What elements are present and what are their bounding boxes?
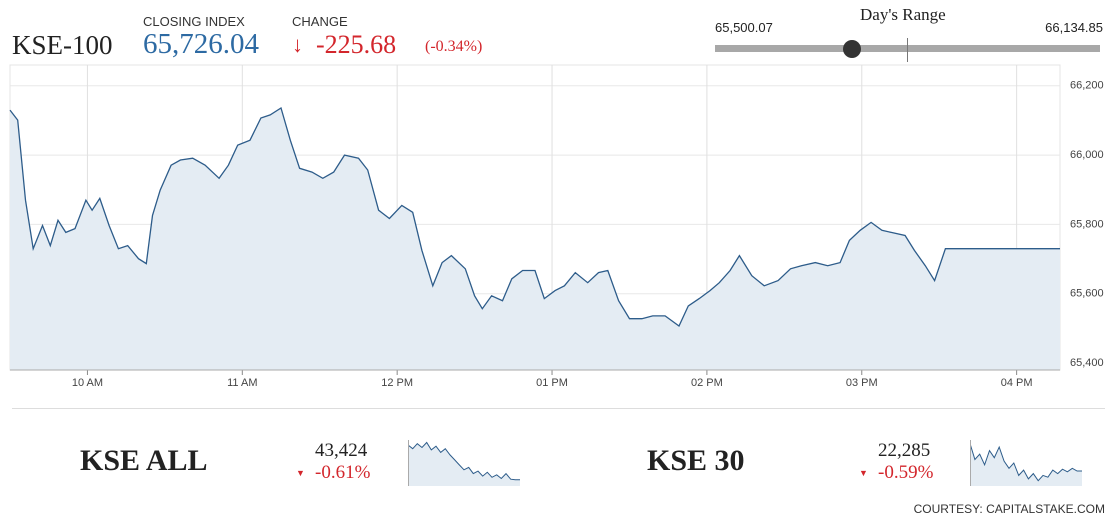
closing-label: CLOSING INDEX (143, 14, 245, 29)
market-change: -0.61% (315, 462, 371, 483)
x-tick-label: 04 PM (1001, 377, 1033, 389)
change-label: CHANGE (292, 14, 348, 29)
range-marker (843, 40, 862, 58)
divider (12, 408, 1105, 409)
price-line (9, 106, 1060, 327)
sparkline-line (970, 443, 1082, 482)
down-arrow: ↓ (292, 32, 303, 57)
sparkline (970, 440, 1082, 486)
sparkline-line (408, 441, 520, 481)
x-tick-label: 01 PM (536, 377, 568, 389)
market-name: KSE 30 (647, 444, 745, 477)
closing-index: 65,726.04 (143, 28, 259, 60)
down-triangle: ▼ (859, 468, 868, 478)
range-low: 65,500.07 (715, 20, 773, 35)
x-tick-label: 03 PM (846, 377, 878, 389)
x-tick-label: 10 AM (72, 377, 103, 389)
market-value: 22,285 (878, 440, 931, 461)
y-tick-label: 66,200 (1070, 80, 1104, 92)
footer: COURTESY: CAPITALSTAKE.COM (913, 502, 1105, 516)
sparkline-area (970, 443, 1082, 486)
x-tick-label: 02 PM (691, 377, 723, 389)
range-title: Day's Range (860, 5, 946, 24)
y-tick-label: 66,000 (1070, 149, 1104, 161)
market-value: 43,424 (315, 440, 368, 461)
market-change: -0.59% (878, 462, 934, 483)
index-name: KSE-100 (12, 30, 113, 60)
y-tick-label: 65,800 (1070, 218, 1104, 230)
x-tick-label: 12 PM (381, 377, 413, 389)
market-name: KSE ALL (80, 444, 208, 477)
y-tick-label: 65,400 (1070, 357, 1104, 369)
x-tick-label: 11 AM (227, 377, 257, 389)
chart: 65,400 65,600 65,800 66,000 66,200 10 AM 11 AM… (9, 64, 1104, 389)
change: -225.68 (316, 30, 397, 59)
range-high: 66,134.85 (1045, 20, 1103, 35)
range-midline (907, 38, 908, 62)
y-tick-label: 65,600 (1070, 288, 1104, 300)
change-percent: (-0.34%) (425, 38, 483, 55)
area-fill (10, 108, 1060, 370)
sparkline-area (408, 442, 520, 486)
sparkline (408, 440, 520, 486)
down-triangle: ▼ (296, 468, 305, 478)
